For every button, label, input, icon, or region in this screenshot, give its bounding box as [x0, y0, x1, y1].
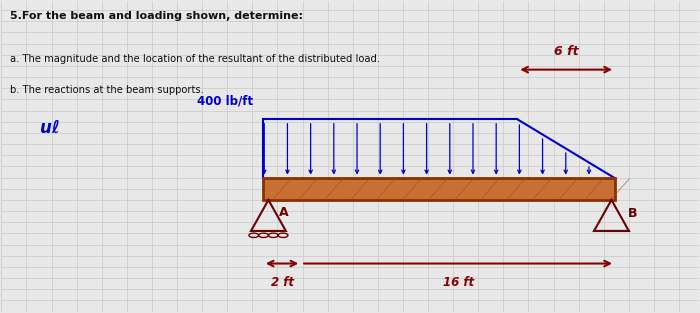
Text: B: B [628, 208, 637, 220]
Text: A: A [279, 207, 288, 219]
Bar [262, 178, 615, 200]
Text: 2 ft: 2 ft [270, 276, 293, 289]
Text: a. The magnitude and the location of the resultant of the distributed load.: a. The magnitude and the location of the… [10, 54, 380, 64]
Text: 5.For the beam and loading shown, determine:: 5.For the beam and loading shown, determ… [10, 11, 303, 21]
Text: uℓ: uℓ [40, 119, 60, 137]
Text: 400 lb/ft: 400 lb/ft [197, 94, 253, 107]
Text: 6 ft: 6 ft [554, 44, 578, 58]
Text: 16 ft: 16 ft [442, 276, 474, 289]
Text: b. The reactions at the beam supports.: b. The reactions at the beam supports. [10, 85, 204, 95]
